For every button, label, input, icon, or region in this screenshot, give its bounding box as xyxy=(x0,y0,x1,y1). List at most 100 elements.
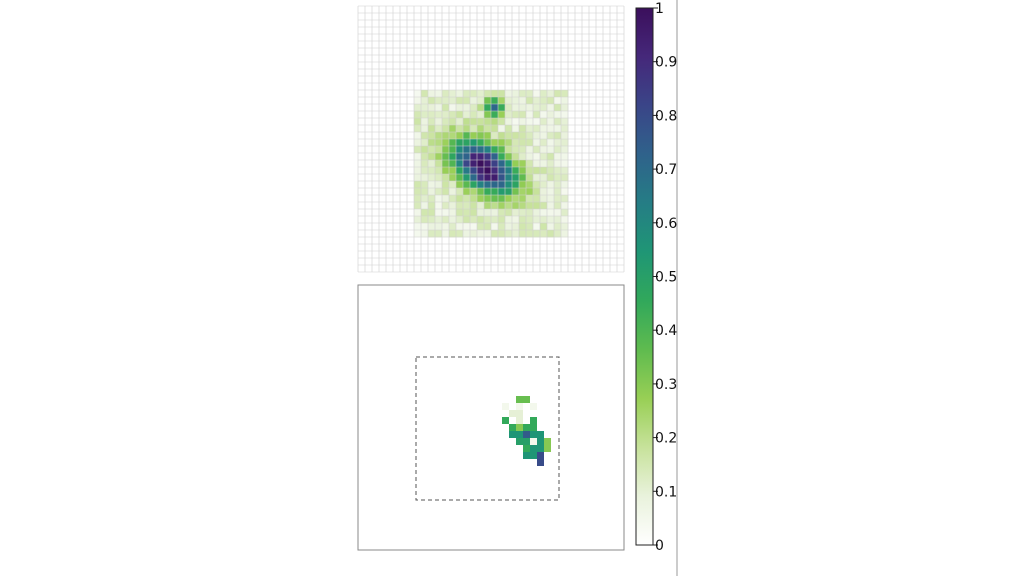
top-heatmap-cell xyxy=(484,139,492,147)
top-heatmap-cell xyxy=(428,216,436,224)
top-heatmap-cell xyxy=(421,188,429,196)
top-heatmap-cell xyxy=(505,90,513,98)
top-heatmap-cell xyxy=(505,216,513,224)
top-heatmap-cell xyxy=(540,97,548,105)
top-heatmap-cell xyxy=(526,202,534,210)
top-heatmap-cell xyxy=(463,118,471,126)
top-heatmap-cell xyxy=(477,174,485,182)
top-heatmap-cell xyxy=(505,209,513,217)
bottom-heatmap-cell xyxy=(509,410,516,417)
top-heatmap-cell xyxy=(470,111,478,119)
top-heatmap-cell xyxy=(414,223,422,231)
top-heatmap-cell xyxy=(484,160,492,168)
top-heatmap-cell xyxy=(484,181,492,189)
top-heatmap-cell xyxy=(526,223,534,231)
top-heatmap-cell xyxy=(512,160,520,168)
top-heatmap-cell xyxy=(540,139,548,147)
top-heatmap-cell xyxy=(554,223,562,231)
top-heatmap-cell xyxy=(505,181,513,189)
top-heatmap-cell xyxy=(505,146,513,154)
top-heatmap-cell xyxy=(526,111,534,119)
top-heatmap-cell xyxy=(547,167,555,175)
top-heatmap-cell xyxy=(484,174,492,182)
top-heatmap-cell xyxy=(442,125,450,133)
top-heatmap-cell xyxy=(498,188,506,196)
top-heatmap-cell xyxy=(512,139,520,147)
top-heatmap-cell xyxy=(442,223,450,231)
top-heatmap-cell xyxy=(414,209,422,217)
top-heatmap-cell xyxy=(477,230,485,238)
top-heatmap-cell xyxy=(505,111,513,119)
top-heatmap-cell xyxy=(421,167,429,175)
top-heatmap-cell xyxy=(519,139,527,147)
top-heatmap-cell xyxy=(414,90,422,98)
top-heatmap-cell xyxy=(435,125,443,133)
top-heatmap-cell xyxy=(512,104,520,112)
top-heatmap-cell xyxy=(477,104,485,112)
top-heatmap-cell xyxy=(435,104,443,112)
top-heatmap-cell xyxy=(533,111,541,119)
top-heatmap-cell xyxy=(526,216,534,224)
top-heatmap-cell xyxy=(547,125,555,133)
top-heatmap-cell xyxy=(470,230,478,238)
top-heatmap-cell xyxy=(484,188,492,196)
top-heatmap-cell xyxy=(491,132,499,140)
colorbar-ticks: 0 0.1 0.2 0.3 0.4 0.5 0.6 0.7 0.8 0.9 1 xyxy=(653,1,677,554)
top-heatmap-cell xyxy=(554,125,562,133)
top-heatmap-cell xyxy=(463,90,471,98)
top-heatmap-cell xyxy=(414,125,422,133)
top-heatmap-cell xyxy=(533,125,541,133)
top-heatmap-cell xyxy=(477,153,485,161)
top-heatmap-cell xyxy=(421,132,429,140)
top-heatmap-cell xyxy=(533,104,541,112)
top-heatmap-cell xyxy=(463,216,471,224)
top-heatmap-cell xyxy=(484,209,492,217)
top-heatmap-cell xyxy=(449,223,457,231)
top-heatmap-cell xyxy=(421,209,429,217)
top-heatmap-cell xyxy=(561,90,569,98)
bottom-heatmap-cell xyxy=(516,417,523,424)
top-heatmap-cell xyxy=(533,202,541,210)
top-heatmap-cell xyxy=(533,174,541,182)
top-heatmap-cell xyxy=(477,139,485,147)
top-heatmap-cell xyxy=(456,97,464,105)
top-heatmap-cell xyxy=(477,209,485,217)
top-heatmap-cell xyxy=(519,90,527,98)
bottom-heatmap-cell xyxy=(530,452,537,459)
top-heatmap-cell xyxy=(456,160,464,168)
top-heatmap-cell xyxy=(491,139,499,147)
top-heatmap-cell xyxy=(470,104,478,112)
top-heatmap-cell xyxy=(561,146,569,154)
top-heatmap-cell xyxy=(449,167,457,175)
top-heatmap-cell xyxy=(428,167,436,175)
top-heatmap-cell xyxy=(561,160,569,168)
top-heatmap-cell xyxy=(512,174,520,182)
top-heatmap-cell xyxy=(449,125,457,133)
top-heatmap-cell xyxy=(456,118,464,126)
top-heatmap-cell xyxy=(456,139,464,147)
top-heatmap-cell xyxy=(456,188,464,196)
top-heatmap-cell xyxy=(463,195,471,203)
top-heatmap-cell xyxy=(512,230,520,238)
top-heatmap-cell xyxy=(561,132,569,140)
top-heatmap-cell xyxy=(442,188,450,196)
top-heatmap-cell xyxy=(449,146,457,154)
top-heatmap-cell xyxy=(554,188,562,196)
top-heatmap-cell xyxy=(547,132,555,140)
top-heatmap-cell xyxy=(512,188,520,196)
top-heatmap-cell xyxy=(435,195,443,203)
top-heatmap-cells xyxy=(414,90,569,238)
top-heatmap-cell xyxy=(540,160,548,168)
top-heatmap-cell xyxy=(519,111,527,119)
top-heatmap-cell xyxy=(470,195,478,203)
bottom-heatmap-cell xyxy=(530,445,537,452)
top-heatmap-cell xyxy=(512,111,520,119)
top-heatmap-cell xyxy=(505,223,513,231)
top-heatmap-cell xyxy=(428,90,436,98)
top-heatmap-cell xyxy=(498,160,506,168)
top-heatmap-cell xyxy=(526,90,534,98)
top-heatmap-cell xyxy=(477,146,485,154)
top-heatmap-cell xyxy=(442,195,450,203)
top-heatmap-cell xyxy=(449,139,457,147)
